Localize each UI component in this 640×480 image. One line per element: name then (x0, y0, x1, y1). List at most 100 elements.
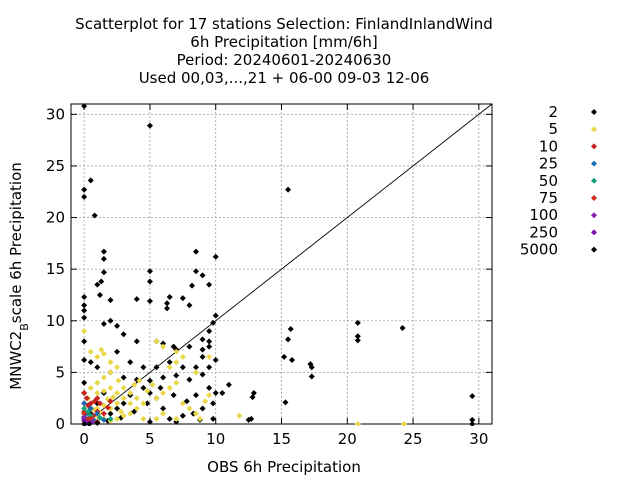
point-series-2 (157, 384, 164, 391)
point-series-2 (170, 392, 177, 399)
legend-marker-10 (591, 143, 597, 150)
point-series-2 (186, 376, 193, 383)
point-series-25 (100, 416, 107, 423)
point-series-25 (81, 400, 88, 407)
point-series-5 (144, 387, 151, 394)
point-series-2 (469, 421, 476, 426)
point-series-2 (133, 296, 140, 303)
x-tick-label: 15 (272, 430, 291, 448)
point-series-2 (166, 415, 173, 422)
point-series-5 (127, 390, 134, 397)
point-series-5 (196, 415, 203, 422)
point-series-2 (160, 340, 167, 347)
point-series-50 (107, 415, 114, 422)
y-tick-label: 10 (46, 312, 65, 330)
title-line-1: Scatterplot for 17 stations Selection: F… (75, 15, 493, 33)
point-series-5 (120, 412, 127, 419)
point-series-2 (285, 186, 292, 193)
point-series-2 (210, 319, 217, 326)
point-series-2 (192, 392, 199, 399)
point-series-2 (245, 416, 252, 423)
x-tick-label: 30 (469, 430, 488, 448)
point-series-5 (107, 369, 114, 376)
point-series-2 (146, 418, 153, 425)
legend-marker-5000 (591, 246, 597, 253)
point-series-5 (114, 364, 121, 371)
point-series-2 (183, 398, 190, 405)
y-tick-label: 20 (46, 209, 65, 227)
point-series-2 (160, 374, 167, 381)
point-series-5 (133, 395, 140, 402)
point-series-2 (225, 381, 232, 388)
legend-marker-5 (591, 126, 597, 133)
point-series-5 (153, 415, 160, 422)
legend-label-50: 50 (539, 172, 558, 190)
ylabel-rest: scale 6h Precipitation (7, 162, 25, 323)
legend-label-250: 250 (529, 223, 558, 241)
legend-marker-2 (591, 109, 597, 115)
point-series-5 (94, 353, 101, 360)
point-series-5 (160, 343, 167, 350)
y-tick-label: 5 (55, 363, 65, 381)
point-series-2 (81, 302, 88, 309)
point-series-5 (114, 415, 121, 422)
point-series-2 (173, 418, 180, 425)
point-series-5 (192, 410, 199, 417)
point-series-5 (153, 395, 160, 402)
point-series-2 (210, 415, 217, 422)
point-series-2 (210, 400, 217, 407)
point-series-50 (96, 414, 103, 421)
point-series-5 (100, 374, 107, 381)
point-series-50 (81, 405, 88, 412)
point-series-2 (120, 331, 127, 338)
point-series-2 (146, 298, 153, 305)
point-series-5 (173, 415, 180, 422)
legend-label-5000: 5000 (520, 241, 558, 259)
point-series-5 (206, 353, 213, 360)
point-series-5 (153, 338, 160, 345)
x-tick-label: 5 (145, 430, 155, 448)
point-series-5 (87, 348, 94, 355)
point-series-10 (104, 404, 111, 411)
point-series-2 (192, 248, 199, 255)
point-series-2 (140, 384, 147, 391)
point-series-5 (400, 421, 407, 426)
point-series-2 (107, 317, 114, 324)
point-series-2 (281, 353, 288, 360)
ylabel-main: MNWC2 (7, 331, 25, 390)
point-series-2 (107, 410, 114, 417)
point-series-2 (282, 399, 289, 406)
point-series-10 (107, 398, 114, 405)
point-series-2 (186, 302, 193, 309)
point-series-2 (146, 377, 153, 384)
point-series-2 (146, 268, 153, 275)
point-series-2 (206, 281, 213, 288)
point-series-2 (354, 337, 361, 344)
diagonal-line (83, 103, 493, 425)
ylabel-subscript: B (18, 323, 31, 331)
y-tick-label: 0 (55, 415, 65, 433)
point-series-5 (173, 379, 180, 386)
point-series-5 (107, 384, 114, 391)
point-series-10 (96, 400, 103, 407)
point-series-2 (354, 319, 361, 326)
point-series-2 (91, 212, 98, 219)
point-series-5 (100, 387, 107, 394)
point-series-5 (236, 412, 243, 419)
x-axis-label: OBS 6h Precipitation (207, 458, 361, 476)
point-series-5 (173, 348, 180, 355)
point-series-5 (354, 421, 361, 426)
point-series-2 (192, 364, 199, 371)
point-series-5 (100, 402, 107, 409)
point-series-2 (81, 193, 88, 200)
legend-marker-25 (591, 160, 597, 167)
point-series-5 (179, 400, 186, 407)
point-series-2 (186, 343, 193, 350)
point-series-5 (81, 328, 88, 335)
point-series-2 (160, 405, 167, 412)
point-series-2 (94, 281, 101, 288)
point-series-2 (206, 338, 213, 345)
y-tick-label: 15 (46, 260, 65, 278)
point-series-2 (114, 405, 121, 412)
